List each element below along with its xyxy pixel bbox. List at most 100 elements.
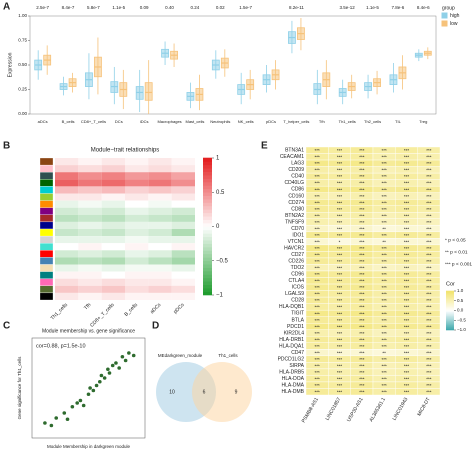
- module-color: [39, 257, 54, 265]
- colorbar-step: [203, 174, 212, 179]
- colorbar-step: [446, 325, 454, 328]
- star-label: ***: [315, 253, 321, 258]
- star-label: ***: [426, 233, 432, 238]
- star-label: ***: [382, 161, 388, 166]
- star-label: ***: [404, 181, 410, 186]
- star-label: ***: [404, 253, 410, 258]
- y-tick-label: 0.50: [18, 62, 27, 67]
- heat-cell: [148, 229, 172, 237]
- heat-cell: [171, 264, 195, 272]
- star-label: ***: [404, 357, 410, 362]
- star-label: ***: [359, 246, 365, 251]
- heat-cell: [125, 257, 149, 265]
- p-value: 1.1e-5: [112, 5, 125, 10]
- colorbar-step: [446, 311, 454, 314]
- heat-cell: [101, 243, 125, 251]
- colorbar-step: [203, 233, 212, 238]
- legend-label: low: [450, 21, 458, 27]
- heat-cell: [125, 214, 149, 222]
- heat-cell: [148, 250, 172, 258]
- colorbar-step: [446, 307, 454, 310]
- star-label: ***: [404, 324, 410, 329]
- heat-cell: [148, 214, 172, 222]
- star-label: ***: [404, 318, 410, 323]
- star-label: ***: [359, 292, 365, 297]
- heat-cell: [101, 207, 125, 215]
- heat-cell: [148, 271, 172, 279]
- star-label: ***: [426, 239, 432, 244]
- column-label: LINC01857: [325, 396, 343, 421]
- star-label: ***: [337, 253, 343, 258]
- heat-cell: [148, 193, 172, 201]
- star-label: ***: [382, 194, 388, 199]
- heat-cell: [125, 207, 149, 215]
- row-label: BTN3A1: [285, 148, 304, 154]
- row-label: CTLA4: [288, 278, 304, 284]
- star-label: ***: [382, 390, 388, 395]
- star-label: ***: [337, 279, 343, 284]
- colorbar-step: [203, 253, 212, 258]
- heat-cell: [148, 278, 172, 286]
- colorbar-step: [446, 328, 454, 331]
- star-label: ***: [315, 344, 321, 349]
- star-label: ***: [337, 226, 343, 231]
- colorbar-step: [203, 277, 212, 282]
- heat-cell: [78, 165, 102, 173]
- heat-cell: [101, 285, 125, 293]
- heat-cell: [171, 221, 195, 229]
- panel-letter: E: [261, 141, 268, 152]
- star-label: ***: [404, 220, 410, 225]
- star-label: ***: [315, 370, 321, 375]
- star-label: ***: [337, 377, 343, 382]
- panel-letter: A: [3, 2, 10, 13]
- point: [131, 353, 136, 358]
- colorbar-step: [446, 320, 454, 323]
- star-label: ***: [359, 233, 365, 238]
- star-label: ***: [404, 155, 410, 160]
- point: [43, 421, 47, 425]
- star-label: ***: [359, 390, 365, 395]
- star-label: ***: [382, 220, 388, 225]
- star-label: ***: [404, 239, 410, 244]
- star-label: ***: [426, 370, 432, 375]
- star-label: ***: [382, 370, 388, 375]
- point: [81, 403, 86, 408]
- heat-cell: [101, 292, 125, 300]
- star-label: ***: [315, 350, 321, 355]
- colorbar-step: [203, 195, 212, 200]
- heat-cell: [171, 172, 195, 180]
- star-label: ***: [426, 226, 432, 231]
- colorbar-step: [446, 301, 454, 303]
- x-tick-label: B_cells: [62, 119, 75, 124]
- star-label: **: [382, 226, 386, 231]
- x-tick-label: DCs: [115, 119, 123, 124]
- star-label: ***: [315, 161, 321, 166]
- star-label: ***: [382, 298, 388, 303]
- column-label: AL365361.1: [368, 396, 387, 423]
- colorbar-step: [203, 281, 212, 286]
- heat-cell: [55, 193, 79, 201]
- star-label: ***: [404, 363, 410, 368]
- colorbar-step: [203, 243, 212, 248]
- heat-cell: [101, 221, 125, 229]
- star-label: ***: [382, 292, 388, 297]
- p-value: 3.5e-12: [340, 5, 356, 10]
- star-label: ***: [404, 311, 410, 316]
- heat-cell: [148, 179, 172, 187]
- star-label: ***: [315, 279, 321, 284]
- p-value: 8.4e-7: [62, 5, 75, 10]
- colorbar-step: [203, 257, 212, 262]
- star-label: ***: [382, 337, 388, 342]
- row-label: HLA-DOA: [282, 376, 305, 382]
- heat-cell: [148, 200, 172, 208]
- star-label: ***: [426, 279, 432, 284]
- heat-cell: [101, 229, 125, 237]
- colorbar-step: [203, 202, 212, 207]
- star-label: ***: [404, 226, 410, 231]
- star-label: ***: [337, 155, 343, 160]
- sig-legend: ** p < 0.01: [445, 249, 468, 255]
- star-label: ***: [359, 324, 365, 329]
- star-label: *: [339, 239, 341, 244]
- heat-cell: [125, 179, 149, 187]
- star-label: ***: [382, 246, 388, 251]
